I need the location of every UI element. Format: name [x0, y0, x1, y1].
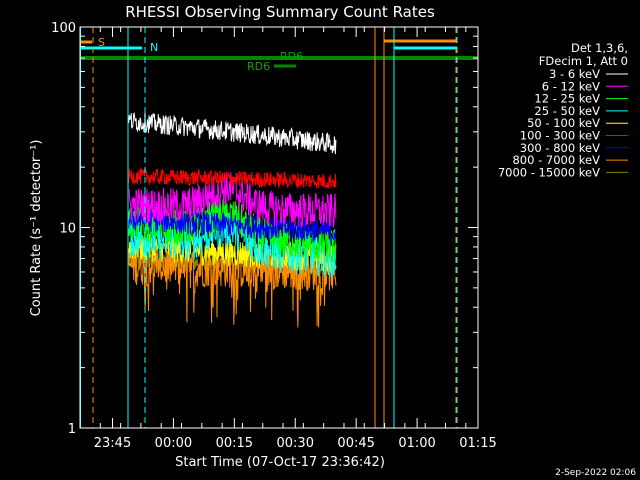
chart-title: RHESSI Observing Summary Count Rates — [125, 3, 435, 21]
series-line-1 — [128, 171, 337, 229]
y-tick-label-0: 1 — [68, 422, 76, 437]
legend-label-6: 300 - 800 keV — [520, 141, 600, 155]
annotation-s: S — [98, 36, 105, 49]
annotation-n: N — [150, 41, 158, 54]
x-tick-label-6: 01:15 — [459, 436, 496, 451]
legend-label-7: 800 - 7000 keV — [512, 153, 600, 167]
y-axis-label: Count Rate (s⁻¹ detector⁻¹) — [29, 140, 44, 317]
legend-label-0: 3 - 6 keV — [549, 67, 600, 81]
legend-label-5: 100 - 300 keV — [520, 129, 600, 143]
legend-header-line-2: FDecim 1, Att 0 — [539, 54, 628, 68]
legend-header-line-1: Det 1,3,6, — [571, 41, 628, 55]
x-axis-label: Start Time (07-Oct-17 23:36:42) — [175, 455, 385, 470]
y-axis: 1 10 100 — [51, 21, 478, 437]
series-line-5 — [128, 168, 337, 189]
x-tick-label-3: 00:30 — [277, 436, 314, 451]
annotation-rd6-upper: RD6 — [280, 50, 303, 63]
x-tick-label-0: 23:45 — [94, 436, 131, 451]
annotation-rd6-lower: RD6 — [247, 60, 270, 73]
series-layer — [128, 112, 337, 328]
x-tick-label-2: 00:15 — [216, 436, 253, 451]
legend-label-8: 7000 - 15000 keV — [498, 165, 600, 179]
x-tick-label-5: 01:00 — [398, 436, 435, 451]
x-tick-label-4: 00:45 — [337, 436, 374, 451]
legend-label-2: 12 - 25 keV — [534, 92, 600, 106]
legend-label-1: 6 - 12 keV — [542, 79, 600, 93]
x-axis: 23:45 00:00 00:15 00:30 00:45 01:00 01:15 — [79, 27, 497, 451]
footer-date: 2-Sep-2022 02:06 — [555, 468, 636, 478]
series-line-0 — [128, 112, 337, 155]
y-tick-label-2: 100 — [51, 21, 76, 36]
legend-label-4: 50 - 100 keV — [527, 116, 600, 130]
x-tick-label-1: 00:00 — [155, 436, 192, 451]
y-tick-label-1: 10 — [59, 222, 76, 237]
legend-label-3: 25 - 50 keV — [534, 104, 600, 118]
